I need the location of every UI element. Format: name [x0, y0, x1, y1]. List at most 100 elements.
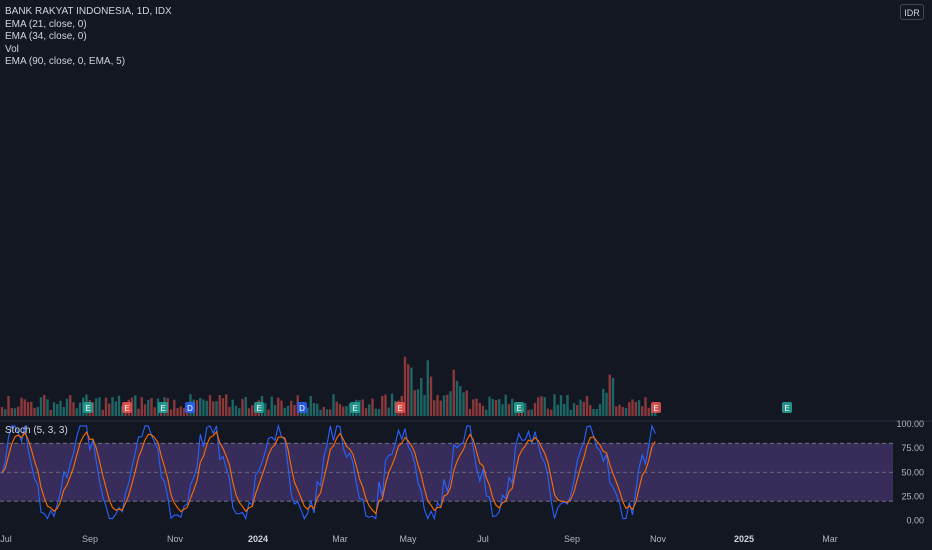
volume-bar — [608, 374, 611, 416]
volume-bar — [543, 397, 546, 416]
volume-bar — [114, 401, 117, 416]
volume-bar — [280, 400, 283, 416]
volume-bar — [322, 406, 325, 416]
symbol-title[interactable]: BANK RAKYAT INDONESIA, 1D, IDX — [5, 6, 172, 17]
volume-bar — [273, 405, 277, 416]
event-marker: E — [395, 402, 405, 413]
volume-bar — [78, 402, 82, 416]
volume-bar — [267, 409, 270, 416]
volume-bar — [39, 397, 43, 416]
volume-bar — [244, 396, 247, 416]
time-tick-label: Nov — [167, 534, 184, 544]
volume-bar — [104, 397, 108, 416]
volume-bar — [511, 398, 514, 416]
volume-bar — [494, 399, 498, 416]
volume-bar — [569, 409, 572, 416]
volume-bar — [319, 409, 322, 416]
volume-bar — [7, 395, 10, 416]
ema34-legend[interactable]: EMA (34, close, 0) — [5, 31, 87, 42]
volume-bar — [556, 404, 559, 416]
volume-bar — [364, 408, 368, 416]
stoch-tick-label: 100.00 — [896, 419, 924, 429]
volume-bar — [241, 398, 244, 416]
stoch-legend[interactable]: Stoch (5, 3, 3) — [5, 425, 68, 436]
stoch-tick-label: 0.00 — [906, 516, 924, 526]
volume-bar — [283, 407, 286, 416]
event-marker: E — [158, 402, 168, 413]
volume-bar — [10, 407, 13, 416]
volume-bar — [621, 406, 624, 416]
volume-bar — [329, 409, 332, 416]
volume-bar — [169, 409, 173, 416]
volume-bar — [150, 398, 153, 416]
volume-bar — [439, 400, 442, 416]
volume-bar — [403, 356, 407, 416]
volume-bar — [426, 360, 429, 416]
volume-bar — [442, 395, 446, 416]
volume-bar — [381, 395, 384, 416]
volume-bar — [309, 396, 312, 416]
event-marker-label: D — [187, 404, 193, 413]
volume-bar — [498, 399, 501, 416]
volume-bar — [182, 408, 186, 416]
volume-bar — [390, 393, 394, 416]
volume-bar — [325, 409, 329, 416]
volume-bar — [108, 403, 111, 416]
volume-bar — [566, 395, 569, 416]
volume-bar — [501, 404, 504, 416]
time-tick-label: 2025 — [734, 534, 754, 544]
volume-bar — [641, 406, 644, 416]
volume-bar — [504, 394, 507, 416]
volume-bar — [559, 395, 563, 416]
volume-bar — [264, 403, 267, 416]
volume-bar — [488, 396, 491, 416]
volume-bar — [306, 407, 309, 416]
volume-bar — [143, 404, 147, 416]
volume-bar — [98, 397, 101, 416]
volume-bar — [433, 400, 436, 416]
volume-bars — [0, 356, 657, 416]
event-marker: E — [122, 402, 132, 413]
volume-bar — [286, 405, 290, 416]
volume-bar — [572, 403, 576, 416]
volume-bar — [33, 407, 36, 416]
volume-bar — [95, 398, 98, 416]
volume-bar — [524, 402, 527, 416]
volume-bar — [582, 401, 585, 416]
volume-bar — [137, 408, 140, 416]
volume-bar — [225, 394, 228, 416]
volume-bar — [247, 408, 251, 416]
event-marker-label: E — [160, 404, 165, 413]
volume-bar — [628, 402, 631, 416]
volume-bar — [75, 408, 78, 416]
volume-bar — [634, 401, 637, 416]
volume-bar — [111, 397, 114, 416]
event-marker-label: E — [784, 404, 789, 413]
ema21-legend[interactable]: EMA (21, close, 0) — [5, 18, 87, 30]
event-marker-label: E — [653, 404, 658, 413]
volume-bar — [4, 409, 7, 416]
volume-bar — [293, 404, 296, 416]
volume-bar — [332, 394, 335, 416]
volume-bar — [179, 406, 182, 416]
event-marker-label: E — [124, 404, 129, 413]
volume-bar — [59, 400, 62, 416]
volume-legend[interactable]: Vol — [5, 43, 19, 55]
ema90-legend[interactable]: EMA (90, close, 0, EMA, 5) — [5, 56, 126, 67]
volume-bar — [550, 409, 553, 416]
event-marker-label: E — [352, 404, 357, 413]
volume-bar — [595, 409, 598, 416]
event-marker: E — [350, 402, 360, 413]
volume-bar — [618, 404, 621, 416]
volume-bar — [384, 394, 387, 416]
volume-bar — [647, 407, 650, 416]
price-axis: 6,6006,2005,8005,4005,2005,0004,8004,600… — [896, 419, 924, 526]
volume-bar — [475, 398, 478, 416]
currency-button[interactable]: IDR — [900, 4, 924, 20]
volume-bar — [462, 392, 465, 416]
volume-bar — [140, 397, 143, 416]
volume-bar — [416, 389, 420, 416]
volume-bar — [436, 395, 439, 416]
event-marker: D — [297, 402, 307, 413]
